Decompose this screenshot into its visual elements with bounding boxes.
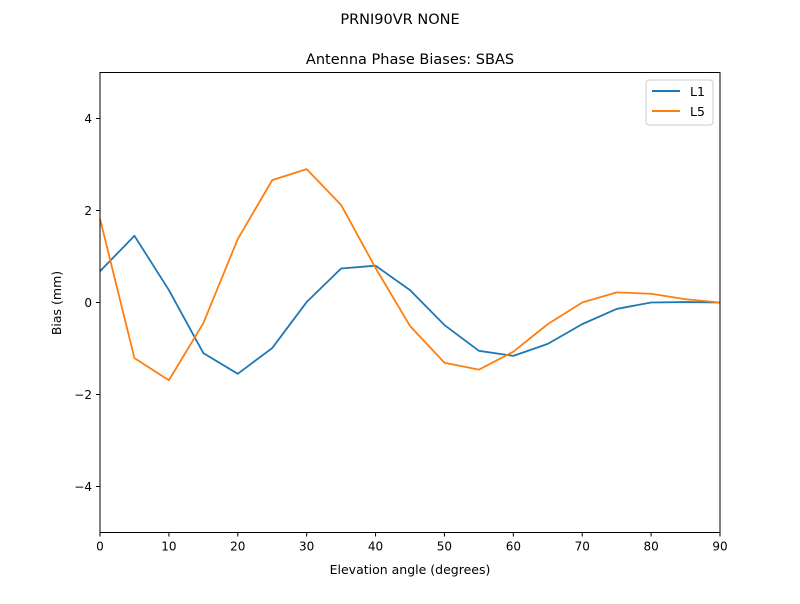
x-tick-label: 80 [643, 540, 658, 554]
y-tick-label: −4 [74, 480, 92, 494]
plot-frame [99, 72, 721, 533]
series-line-l1 [99, 234, 721, 375]
y-tick-label: 2 [84, 204, 92, 218]
suptitle: PRNI90VR NONE [340, 12, 459, 28]
x-axis-label: Elevation angle (degrees) [330, 562, 491, 577]
y-axis-label: Bias (mm) [49, 271, 64, 335]
x-tick-label: 10 [161, 540, 176, 554]
x-tick-label: 0 [96, 540, 104, 554]
x-tick-label: 50 [437, 540, 452, 554]
chart-title: Antenna Phase Biases: SBAS [306, 52, 514, 68]
legend-label-l5: L5 [690, 104, 705, 119]
x-tick-label: 20 [230, 540, 245, 554]
x-tick-label: 90 [712, 540, 727, 554]
x-tick-label: 40 [368, 540, 383, 554]
series-line-l5 [99, 168, 721, 382]
x-tick-label: 30 [299, 540, 314, 554]
y-tick-label: 0 [84, 296, 92, 310]
legend-label-l1: L1 [690, 84, 705, 99]
x-tick-label: 70 [575, 540, 590, 554]
x-tick-label: 60 [506, 540, 521, 554]
y-tick-label: 4 [84, 112, 92, 126]
y-tick-label: −2 [74, 388, 92, 402]
legend: L1 L5 [645, 79, 714, 126]
